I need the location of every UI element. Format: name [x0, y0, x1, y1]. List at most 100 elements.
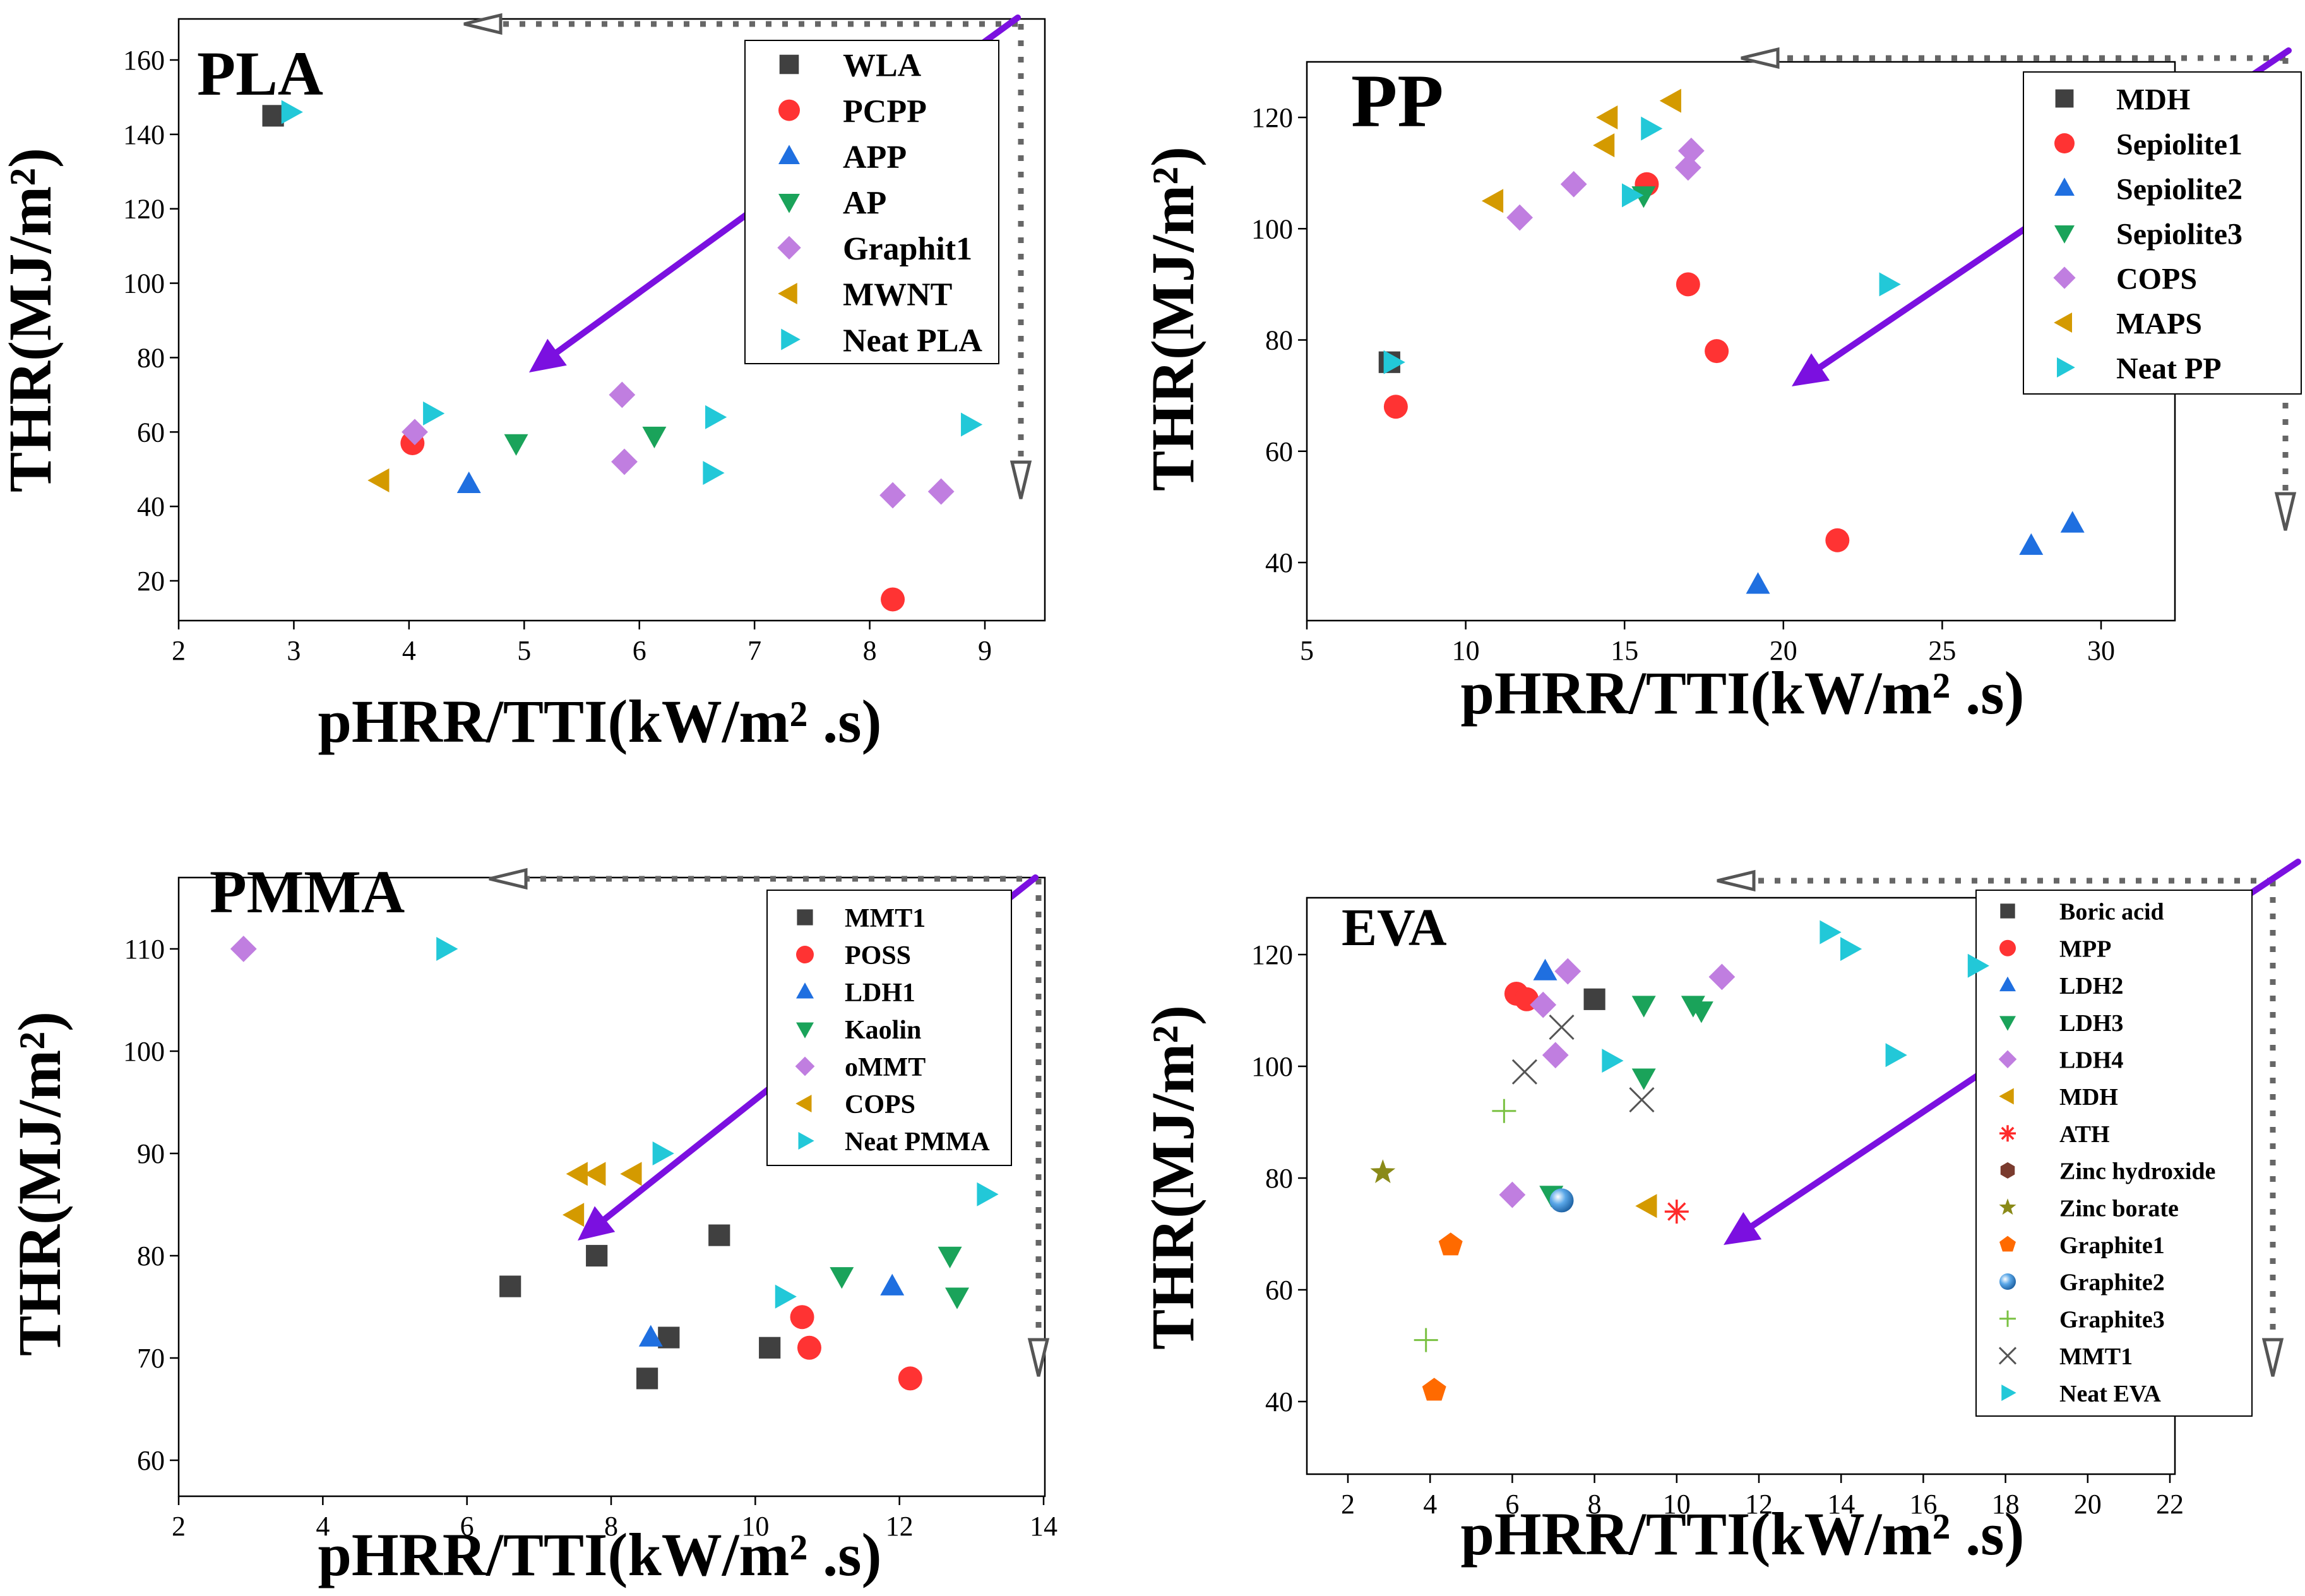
data-point [281, 100, 303, 124]
data-point [1383, 395, 1408, 419]
x-tick-label: 30 [2087, 635, 2115, 666]
legend-marker [781, 328, 801, 350]
data-point [611, 448, 638, 475]
x-tick-label: 20 [2074, 1489, 2102, 1520]
x-tick-label: 9 [978, 635, 992, 666]
y-tick-label: 60 [1265, 1275, 1293, 1306]
data-point [620, 1162, 642, 1186]
data-point [1631, 1068, 1656, 1090]
y-tick-label: 100 [123, 1036, 165, 1067]
panel-pp: 5 10 15 20 25 30 40 60 80 100 120 pHRR/TTI(kW/m² .s… [1139, 47, 2302, 727]
panel-pmma: 2 4 6 8 10 12 14 60 70 80 90 100 110 pHRR/TTI(kW/m² .… [6, 858, 1057, 1588]
x-tick-label: 8 [863, 635, 877, 666]
data-point [703, 461, 725, 485]
series-cops [562, 1162, 642, 1227]
data-point [1542, 1042, 1569, 1069]
data-point [1554, 958, 1581, 985]
data-point [1481, 189, 1504, 213]
legend-marker [1999, 1088, 2014, 1105]
data-point [708, 1224, 730, 1246]
x-tick-label: 15 [1611, 635, 1638, 666]
data-point [499, 1275, 521, 1297]
data-point [642, 426, 667, 449]
data-point [436, 937, 458, 961]
data-point [456, 471, 481, 494]
y-tick-label: 160 [123, 45, 165, 76]
legend-marker [796, 946, 814, 963]
series-sepiolite2 [1746, 511, 2085, 594]
data-point [759, 1337, 781, 1359]
y-axis-label: THR(MJ/m²) [1139, 146, 1206, 491]
legend-label: Zinc borate [2059, 1195, 2179, 1222]
data-point [1629, 1087, 1655, 1113]
legend-label: Kaolin [845, 1016, 921, 1045]
data-point [367, 468, 390, 492]
legend-label: Neat EVA [2059, 1381, 2161, 1407]
y-tick-label: 80 [137, 342, 165, 373]
x-tick-label: 12 [886, 1511, 914, 1542]
series-wla [262, 105, 284, 127]
legend-marker [796, 1022, 814, 1039]
legend-marker [2054, 133, 2075, 153]
legend-label: Graphite2 [2059, 1270, 2165, 1296]
legend-marker [795, 1095, 812, 1112]
dotted-guide [463, 13, 1032, 499]
data-point [961, 412, 983, 437]
legend-label: LDH3 [2059, 1010, 2123, 1037]
legend-label: MAPS [2116, 307, 2202, 340]
panel-title: PMMA [210, 858, 405, 926]
data-point [1511, 1059, 1537, 1085]
legend-marker [2054, 313, 2072, 333]
series-maps [1481, 88, 1681, 213]
legend-marker [1999, 939, 2016, 956]
data-point [1506, 204, 1534, 231]
legend-marker [797, 909, 813, 926]
legend-label: Neat PP [2116, 352, 2222, 385]
y-tick-label: 90 [137, 1138, 165, 1169]
series-neat-pla [281, 100, 983, 485]
x-tick-label: 2 [1341, 1489, 1355, 1520]
x-tick-label: 25 [1928, 635, 1956, 666]
legend-label: Zinc hydroxide [2059, 1158, 2215, 1185]
legend: Boric acid MPP LDH2 LDH3 LDH4 MDH ATH Zinc hydr… [1975, 890, 2253, 1417]
x-tick-label: 2 [172, 1511, 186, 1542]
data-point [638, 1325, 663, 1347]
legend-label: LDH1 [845, 979, 915, 1008]
data-point [1622, 183, 1644, 208]
y-tick-label: 80 [1265, 325, 1293, 356]
legend-marker [2055, 89, 2074, 108]
data-point [1549, 1188, 1574, 1213]
panel-eva: 2 4 6 8 10 12 14 16 18 20 22 40 60 80 100 120 pHRR/TTI(k… [1139, 859, 2301, 1568]
legend-label: MDH [2116, 83, 2190, 116]
legend-marker [1999, 976, 2016, 992]
legend-label: Sepiolite3 [2116, 217, 2242, 251]
data-point [2019, 533, 2044, 555]
legend-label: Neat PMMA [845, 1128, 990, 1157]
data-point [1967, 953, 1989, 978]
dotted-guide [489, 867, 1050, 1377]
series-zinc-borate [1370, 1159, 1396, 1184]
panel-pla: 2 3 4 5 6 7 8 9 20 40 60 80 100 120 140 160 pHRR/TTI(kW/… [0, 13, 1046, 755]
x-tick-label: 18 [1992, 1489, 2020, 1520]
x-axis-label: pHRR/TTI(kW/m² .s) [318, 1521, 882, 1588]
trend-arrowhead [529, 338, 567, 372]
data-point [945, 1287, 969, 1309]
legend-label: POSS [845, 941, 911, 970]
y-tick-label: 120 [123, 194, 165, 225]
legend-marker [1998, 1050, 2017, 1069]
legend-marker [1999, 1273, 2016, 1290]
y-tick-label: 60 [1265, 436, 1293, 467]
dotted-arrowhead-down [2261, 1338, 2284, 1377]
data-point [566, 1162, 588, 1186]
data-point [2060, 511, 2085, 533]
series-neat-eva [1602, 920, 1989, 1073]
legend-label: oMMT [845, 1053, 926, 1082]
data-point [1414, 1328, 1438, 1352]
data-point [830, 1267, 854, 1289]
data-point [1631, 186, 1656, 208]
series-cops [1506, 137, 1705, 231]
data-point [881, 587, 905, 612]
series-ldh3 [1539, 996, 1713, 1208]
data-point [1820, 920, 1842, 944]
series-mdh [1635, 1194, 1657, 1218]
